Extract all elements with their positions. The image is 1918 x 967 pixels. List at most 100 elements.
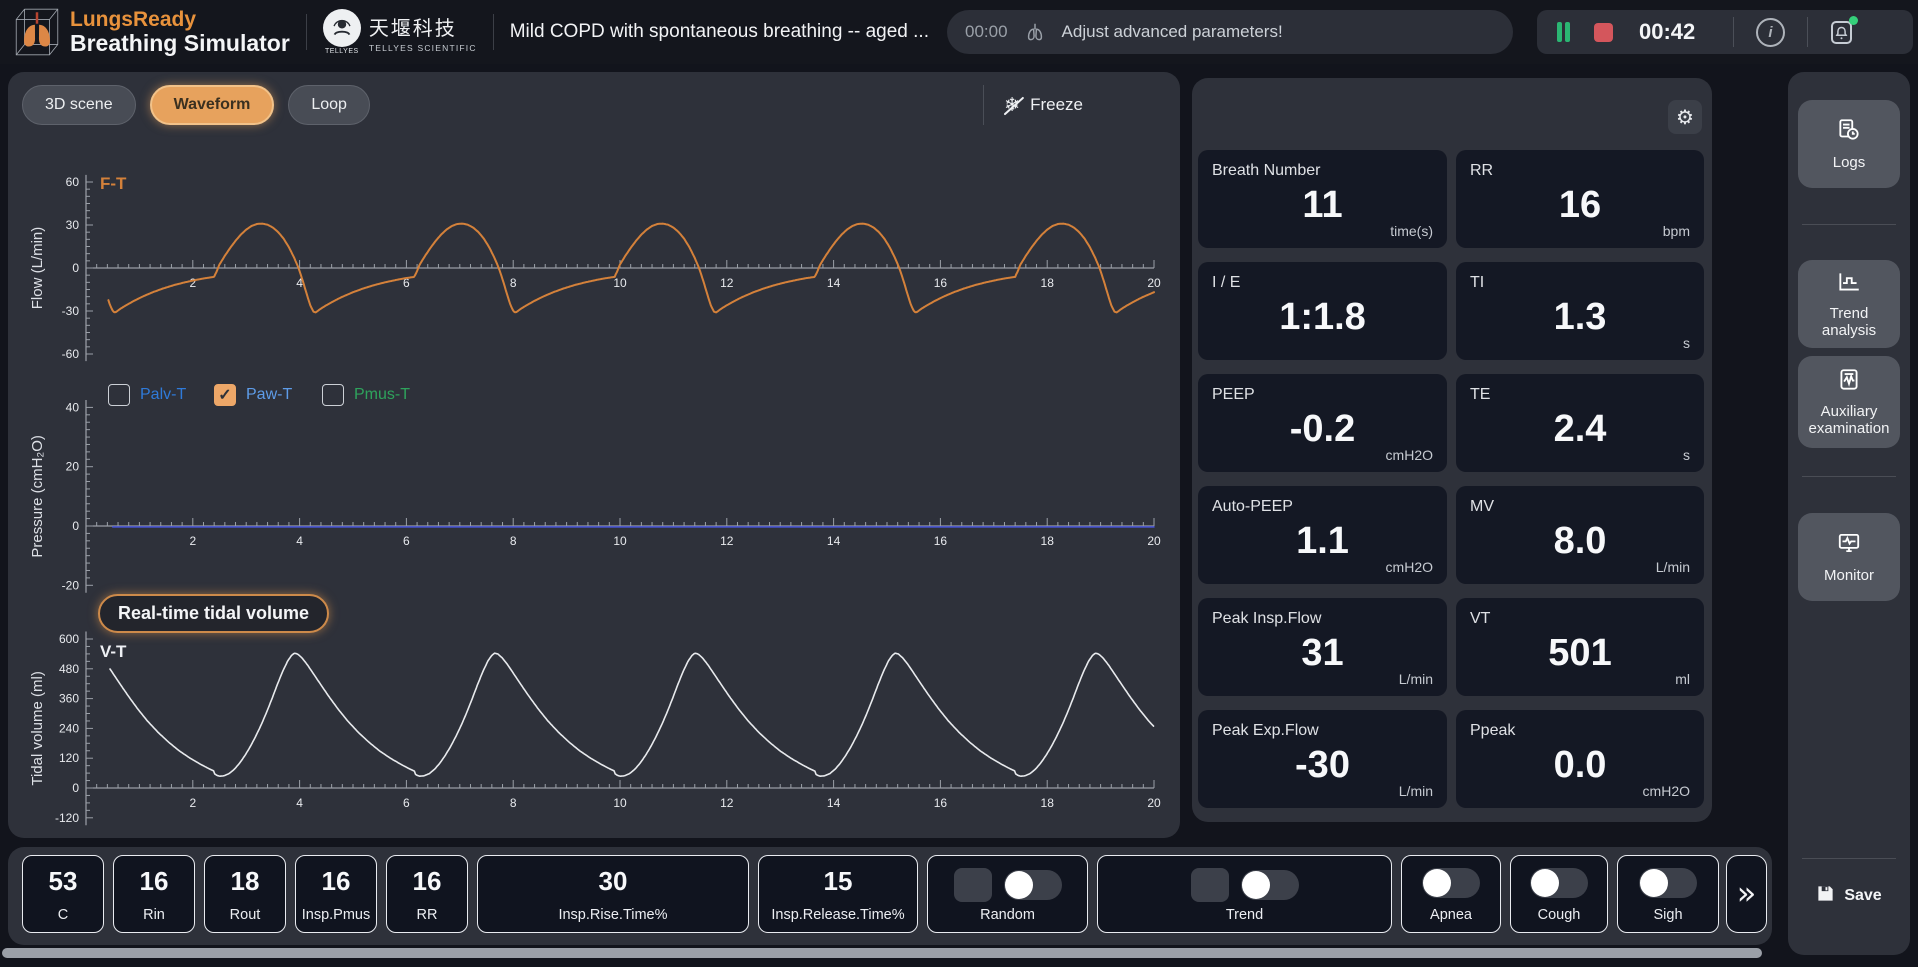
toggle-switch-cough[interactable] (1530, 868, 1588, 898)
svg-text:-60: -60 (62, 347, 80, 361)
info-icon[interactable]: i (1756, 17, 1785, 47)
tellyes-logo-icon (322, 9, 361, 47)
toggle-card-apnea[interactable]: Apnea (1401, 855, 1501, 933)
palv-checkbox[interactable] (108, 384, 130, 406)
svg-text:10: 10 (613, 796, 627, 810)
param-card-insp-pmus[interactable]: 16 Insp.Pmus (295, 855, 377, 933)
chevron-right-icon[interactable]: » (1726, 855, 1767, 933)
svg-text:-30: -30 (62, 304, 80, 318)
paw-checkbox[interactable]: ✓ (214, 384, 236, 406)
toggle-switch-apnea[interactable] (1422, 868, 1480, 898)
stat-unit: time(s) (1390, 223, 1433, 239)
stat-card-auto-peep: Auto-PEEP 1.1 cmH2O (1198, 486, 1447, 584)
legend-pmus[interactable]: Pmus-T (322, 384, 410, 406)
stat-value: 2.4 (1553, 408, 1607, 450)
stat-value: 1.3 (1553, 296, 1607, 338)
svg-text:18: 18 (1041, 796, 1055, 810)
stat-value: 1:1.8 (1279, 296, 1366, 338)
toggle-switch-random[interactable] (1003, 870, 1062, 900)
legend-palv[interactable]: Palv-T (108, 384, 186, 406)
toggle-switch-trend[interactable] (1240, 870, 1299, 900)
toggle-card-cough[interactable]: Cough (1510, 855, 1608, 933)
scenario-title: Mild COPD with spontaneous breathing -- … (509, 21, 929, 42)
svg-text:10: 10 (613, 276, 627, 290)
advanced-parameters-banner[interactable]: 00:00 Adjust advanced parameters! (947, 10, 1513, 54)
gear-icon[interactable]: ⚙ (1668, 100, 1702, 134)
freeze-snowflake-icon: ❄ (1004, 94, 1021, 116)
param-value: 15 (823, 866, 853, 896)
stat-label: Ppeak (1470, 722, 1516, 739)
trend-analysis-label: Trend analysis (1821, 304, 1877, 340)
param-value: 53 (48, 866, 78, 896)
stat-card-peak-insp-flow: Peak Insp.Flow 31 L/min (1198, 598, 1447, 696)
svg-text:16: 16 (934, 796, 948, 810)
tab-loop[interactable]: Loop (288, 85, 370, 125)
auxiliary-examination-icon (1836, 367, 1862, 397)
param-card-rin[interactable]: 16 Rin (113, 855, 195, 933)
lungsready-logo-icon (12, 5, 62, 59)
auxiliary-examination-button[interactable]: Auxiliary examination (1798, 356, 1900, 448)
online-status-dot (1849, 16, 1858, 25)
stat-card-peak-exp-flow: Peak Exp.Flow -30 L/min (1198, 710, 1447, 808)
param-label: C (57, 907, 69, 923)
param-value: 16 (412, 866, 442, 896)
stat-card-rr: RR 16 bpm (1456, 150, 1704, 248)
freeze-label: Freeze (1030, 95, 1083, 114)
param-card-c[interactable]: 53 C (22, 855, 104, 933)
stat-unit: s (1683, 447, 1690, 463)
param-value: 30 (598, 866, 628, 896)
monitor-button[interactable]: Monitor (1798, 513, 1900, 601)
toggle-knob (1640, 869, 1668, 897)
toggle-config-square[interactable] (953, 868, 992, 902)
stat-value: -30 (1295, 744, 1350, 786)
svg-text:-120: -120 (55, 811, 79, 825)
monitor-label: Monitor (1823, 566, 1875, 584)
brand-logo-caption: TELLYES (324, 48, 359, 55)
sidebar-divider (1802, 224, 1896, 225)
stat-value: 0.0 (1553, 744, 1607, 786)
toggle-card-random[interactable]: Random (927, 855, 1088, 933)
toggle-card-trend[interactable]: Trend (1097, 855, 1392, 933)
stat-card-ti: TI 1.3 s (1456, 262, 1704, 360)
stat-unit: L/min (1655, 559, 1690, 575)
legend-paw[interactable]: ✓ Paw-T (214, 384, 292, 406)
stat-label: VT (1470, 610, 1491, 627)
svg-text:6: 6 (403, 534, 410, 548)
stat-label: I / E (1212, 274, 1241, 291)
stat-card-i-e: I / E 1:1.8 (1198, 262, 1447, 360)
device-status-icon[interactable] (1830, 16, 1858, 45)
svg-text:8: 8 (510, 276, 517, 290)
toggle-switch-sigh[interactable] (1639, 868, 1697, 898)
svg-text:18: 18 (1041, 276, 1055, 290)
toggle-config-square[interactable] (1190, 868, 1229, 902)
freeze-button[interactable]: ❄ Freeze (983, 85, 1083, 125)
sidebar-divider (1802, 476, 1896, 477)
svg-text:2: 2 (189, 534, 196, 548)
save-button[interactable]: Save (1788, 884, 1910, 908)
horizontal-scrollbar[interactable] (2, 948, 1762, 958)
pause-button[interactable] (1557, 22, 1570, 42)
param-card-insp-rise-time-[interactable]: 30 Insp.Rise.Time% (477, 855, 749, 933)
pmus-checkbox[interactable] (322, 384, 344, 406)
save-label: Save (1844, 887, 1882, 904)
tab-waveform[interactable]: Waveform (149, 85, 275, 125)
stat-label: MV (1470, 498, 1494, 515)
pressure-legend: Palv-T ✓ Paw-T Pmus-T (8, 384, 1180, 410)
toggle-row (1098, 868, 1391, 902)
param-card-rout[interactable]: 18 Rout (204, 855, 286, 933)
svg-text:10: 10 (613, 534, 627, 548)
svg-text:Pressure (cmH₂O): Pressure (cmH₂O) (29, 435, 46, 558)
logs-button[interactable]: Logs (1798, 100, 1900, 188)
param-card-rr[interactable]: 16 RR (386, 855, 468, 933)
stop-button[interactable] (1594, 22, 1613, 42)
tab-3d-scene[interactable]: 3D scene (22, 85, 136, 125)
toggle-card-sigh[interactable]: Sigh (1617, 855, 1719, 933)
trend-analysis-button[interactable]: Trend analysis (1798, 260, 1900, 348)
svg-text:4: 4 (296, 534, 303, 548)
hint-text: Adjust advanced parameters! (1061, 22, 1283, 41)
stat-unit: s (1683, 335, 1690, 351)
param-card-insp-release-time-[interactable]: 15 Insp.Release.Time% (758, 855, 918, 933)
logs-label: Logs (1832, 153, 1866, 171)
trend-analysis-icon (1836, 269, 1862, 299)
